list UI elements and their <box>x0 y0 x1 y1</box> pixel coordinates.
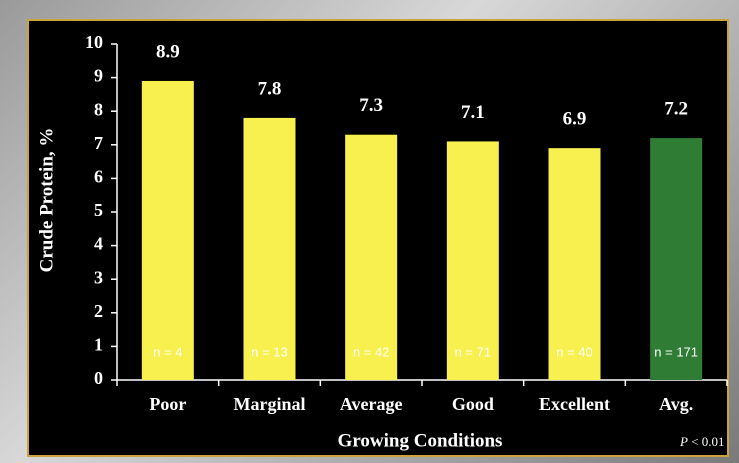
x-tick-label: Good <box>452 394 494 414</box>
sample-size: n = 4 <box>153 344 182 359</box>
y-tick-label: 6 <box>94 167 103 187</box>
y-tick-label: 4 <box>94 234 103 254</box>
bar <box>345 134 398 380</box>
x-tick-label: Poor <box>149 394 186 414</box>
sample-size: n = 171 <box>654 344 698 359</box>
y-axis-label: Crude Protein, % <box>36 128 57 273</box>
sample-size: n = 40 <box>556 344 593 359</box>
y-tick-label: 0 <box>94 368 103 388</box>
x-tick-label: Avg. <box>659 394 693 414</box>
y-tick-label: 9 <box>94 66 103 86</box>
y-tick-label: 7 <box>94 133 103 153</box>
value-label: 7.3 <box>359 95 383 116</box>
bar <box>243 117 296 381</box>
sample-size: n = 42 <box>353 344 390 359</box>
x-axis-label: Growing Conditions <box>338 430 503 451</box>
y-tick-label: 3 <box>94 267 103 287</box>
y-tick-label: 5 <box>94 200 103 220</box>
bar <box>141 80 194 381</box>
value-label: 7.8 <box>258 78 282 99</box>
value-label: 7.1 <box>461 102 485 123</box>
y-tick-label: 1 <box>94 335 103 355</box>
value-label: 8.9 <box>156 41 180 62</box>
sample-size: n = 13 <box>251 344 288 359</box>
y-tick-label: 10 <box>85 32 103 52</box>
bar <box>548 148 601 380</box>
y-tick-label: 8 <box>94 99 103 119</box>
y-tick-label: 2 <box>94 301 103 321</box>
bar <box>650 138 703 380</box>
value-label: 7.2 <box>664 98 688 119</box>
sample-size: n = 71 <box>455 344 492 359</box>
x-tick-label: Average <box>340 394 403 414</box>
value-label: 6.9 <box>563 109 587 130</box>
note: P < 0.01 <box>679 434 725 449</box>
note-text: < 0.01 <box>691 434 724 449</box>
x-tick-label: Excellent <box>539 394 610 414</box>
x-tick-label: Marginal <box>234 394 306 414</box>
bar <box>446 141 499 380</box>
note-symbol: P <box>679 434 688 449</box>
